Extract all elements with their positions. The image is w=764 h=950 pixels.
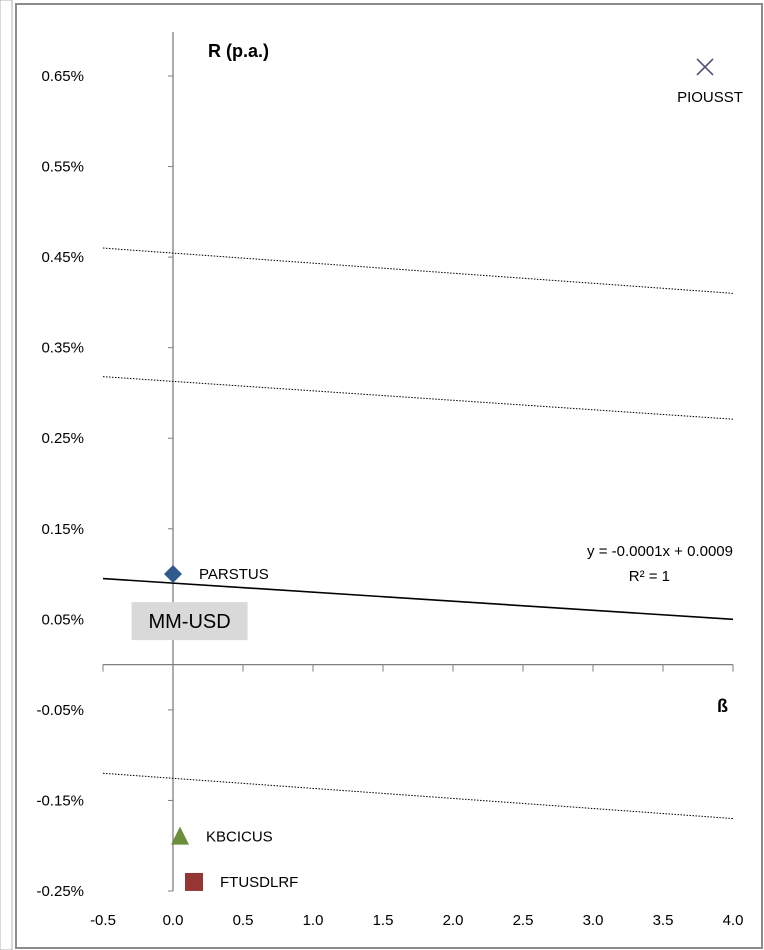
y-tick-label: 0.45%	[41, 249, 84, 266]
y-tick-label: 0.65%	[41, 68, 84, 85]
point-label-piousst: PIOUSST	[677, 89, 743, 106]
x-tick-label: 3.0	[583, 912, 604, 929]
y-tick-label: 0.35%	[41, 340, 84, 357]
x-tick-label: 2.0	[443, 912, 464, 929]
x-tick-label: 2.5	[513, 912, 534, 929]
x-tick-label: 4.0	[723, 912, 744, 929]
annotation-box	[131, 602, 248, 641]
y-tick-label: -0.15%	[36, 792, 84, 809]
chart-left-border	[0, 0, 13, 950]
point-label-parstus: PARSTUS	[199, 566, 269, 583]
y-tick-label: -0.05%	[36, 702, 84, 719]
x-axis-title: ß	[717, 696, 728, 716]
trendline-equation: y = -0.0001x + 0.0009	[587, 543, 733, 560]
chart-frame	[15, 3, 763, 949]
point-label-ftusdlrf: FTUSDLRF	[220, 874, 298, 891]
trendline: y = -0.0001x + 0.0009 R² = 1	[102, 543, 734, 621]
dotted-line	[102, 376, 734, 420]
trendline-r-squared: R² = 1	[629, 568, 670, 585]
annotation-label: MM-USD	[148, 611, 230, 633]
trendline-line	[102, 577, 734, 621]
point-label-kbcicus: KBCICUS	[206, 829, 273, 846]
dotted-line	[102, 772, 734, 820]
axis-labels: R (p.a.) ß	[208, 41, 728, 716]
x-tick-label: -0.5	[90, 912, 116, 929]
x-tick-label: 3.5	[653, 912, 674, 929]
y-tick-label: 0.05%	[41, 611, 84, 628]
dotted-lines	[102, 247, 734, 820]
point-ftusdlrf	[185, 872, 203, 891]
annotation: MM-USD	[131, 602, 248, 641]
y-tick-label: 0.15%	[41, 521, 84, 538]
dotted-line	[102, 247, 734, 294]
x-axis: -0.5 0.0 0.5 1.0 1.5 2.0 2.5 3.0 3.5 4.0	[90, 663, 744, 929]
point-piousst	[696, 58, 714, 76]
y-axis: 0.65% 0.55% 0.45% 0.35% 0.25% 0.15% 0.05% -0.05…	[36, 32, 174, 900]
y-axis-title: R (p.a.)	[208, 41, 269, 61]
data-points: PARSTUS PIOUSST KBCICUS FTUSDLRF	[164, 58, 743, 891]
point-kbcicus	[171, 826, 189, 845]
x-tick-label: 1.0	[303, 912, 324, 929]
y-tick-label: 0.55%	[41, 159, 84, 176]
y-tick-label: 0.25%	[41, 430, 84, 447]
y-tick-label: -0.25%	[36, 883, 84, 900]
x-tick-label: 0.0	[163, 912, 184, 929]
x-tick-label: 1.5	[373, 912, 394, 929]
point-parstus	[164, 565, 182, 584]
x-tick-label: 0.5	[233, 912, 254, 929]
